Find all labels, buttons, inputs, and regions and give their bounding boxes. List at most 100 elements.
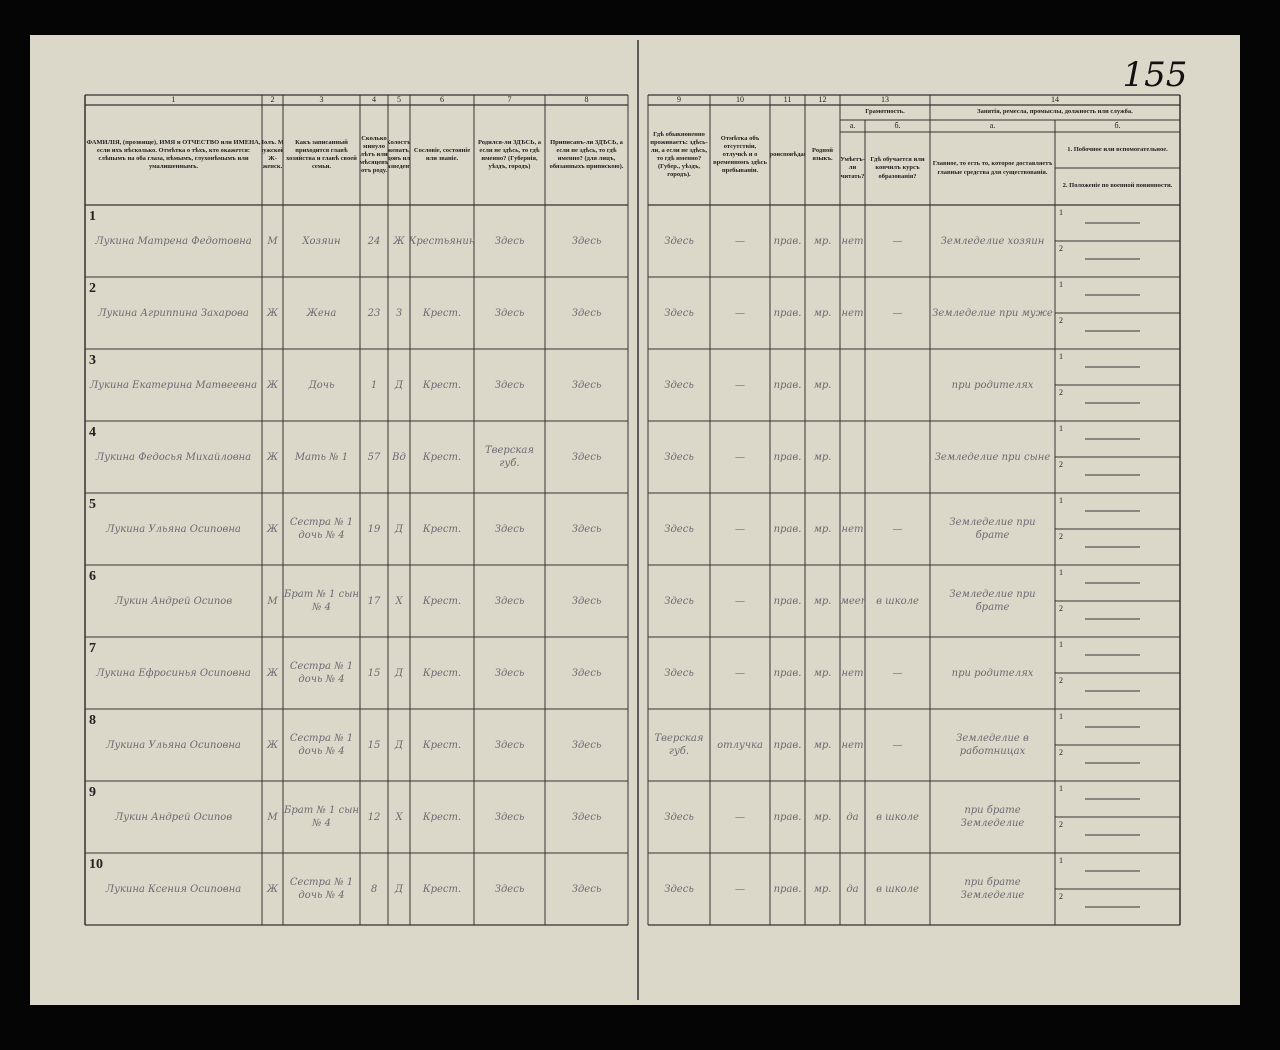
entry: Здесь [664,595,694,607]
column-header: Сословіе, состояніе или званіе. [413,146,471,162]
entry: в школе [876,595,919,607]
column-number: 1 [171,95,176,104]
entry: — [735,235,745,247]
entry: Х [395,811,403,823]
entry: в школе [876,811,919,823]
entry: прав. [773,307,802,319]
entry: 17 [367,595,381,607]
entry: З [395,307,403,319]
sub-line-number: 2 [1059,748,1063,757]
entry: мр. [813,451,832,463]
entry: 15 [367,667,381,679]
entry: — [892,235,903,247]
entry: Лукина Федосья Михайловна [95,451,252,463]
column-number: 6 [440,95,444,104]
entry [840,421,865,493]
entry: Здесь [494,235,525,247]
sub-line-number: 2 [1059,388,1063,397]
entry: Крест. [422,739,462,751]
entry: Здесь [664,307,694,319]
entry: Земледелие при муже [932,307,1053,319]
entry: Крест. [422,379,462,391]
sub-header: Главное, то есть то, которое доставляетъ… [932,160,1053,176]
entry: прав. [773,379,802,391]
entry: да [846,883,859,895]
sub-line-number: 1 [1059,496,1063,505]
column-header: Какъ записанный приходится главѣ хозяйст… [286,138,357,171]
column-number: 8 [584,95,589,104]
column-number: 2 [270,95,275,104]
entry: Здесь [571,379,602,391]
entry: Здесь [571,883,602,895]
column-header: Сколько минуло лѣтъ или мѣсяцевъ отъ род… [360,134,388,175]
column-number: 14 [1051,95,1059,104]
entry: прав. [773,811,802,823]
entry: Здесь [494,595,525,607]
entry: Ж [266,379,279,391]
entry: Крест. [422,811,462,823]
sub-line-number: 2 [1059,676,1063,685]
entry: Крест. [422,595,462,607]
column-header: Отмѣтка объ отсутствіи, отлучкѣ и о врем… [713,134,767,175]
sub-line-number: 2 [1059,244,1063,253]
entry: Ж [266,451,279,463]
entry: 24 [367,235,381,247]
entry: Д [394,523,404,535]
entry: при брате Земледелие [960,805,1025,829]
sub-line-number: 2 [1059,316,1063,325]
entry: Ж [266,883,279,895]
entry: Здесь [664,451,694,463]
page-number: 155 [1122,54,1188,95]
entry: нет [841,667,864,679]
row-number: 2 [89,281,96,296]
column-number: 7 [507,95,512,104]
entry: Земледелие при брате [949,589,1036,613]
column-header: Родной языкъ. [812,146,833,162]
entry: Крест. [422,523,462,535]
column-header: Гдѣ обыкновенно проживаетъ: здѣсь-ли, а … [650,130,708,179]
entry: Крест. [422,667,462,679]
entry: Здесь [494,667,525,679]
sub-header: Умѣетъ-ли читать? [840,156,865,180]
sub-line-number: 1 [1059,352,1063,361]
entry: Лукина Агриппина Захарова [98,307,249,319]
entry: Земледелие в работницах [956,733,1029,757]
entry: — [735,667,745,679]
sub-line-number: 1 [1059,712,1063,721]
entry: мр. [813,307,832,319]
entry: Сестра № 1 дочь № 4 [289,517,354,541]
entry: Ж [266,739,279,751]
entry: прав. [773,739,802,751]
entry: Лукин Андрей Осипов [114,595,233,607]
sub-header: 2. Положеніе по военной повинности. [1062,182,1173,190]
row-number: 9 [89,785,96,800]
entry: Сестра № 1 дочь № 4 [289,877,354,901]
entry: Дочь [308,379,335,391]
entry: мр. [813,667,832,679]
entry: — [735,451,745,463]
entry: отлучка [717,739,763,751]
entry: Лукина Екатерина Матвеевна [89,379,258,391]
entry: Здесь [664,235,694,247]
entry: Здесь [494,379,525,391]
column-header: Полъ. М-мужской. Ж-женск. [262,138,283,171]
row-number: 3 [89,353,96,368]
entry: Здесь [571,739,602,751]
entry: 15 [367,739,381,751]
sub-line-number: 1 [1059,424,1063,433]
entry: — [735,379,745,391]
entry: Д [394,379,404,391]
entry: Земледелие хозяин [940,235,1045,247]
entry: прав. [773,523,802,535]
column-number: 10 [736,95,744,104]
entry: Здесь [571,667,602,679]
entry: Здесь [494,307,525,319]
entry: — [892,739,903,751]
entry: — [735,307,745,319]
row-number: 5 [89,497,96,512]
entry: прав. [773,667,802,679]
entry: Ж [393,235,405,247]
entry: — [892,667,903,679]
entry: Лукина Ксения Осиповна [105,883,242,895]
